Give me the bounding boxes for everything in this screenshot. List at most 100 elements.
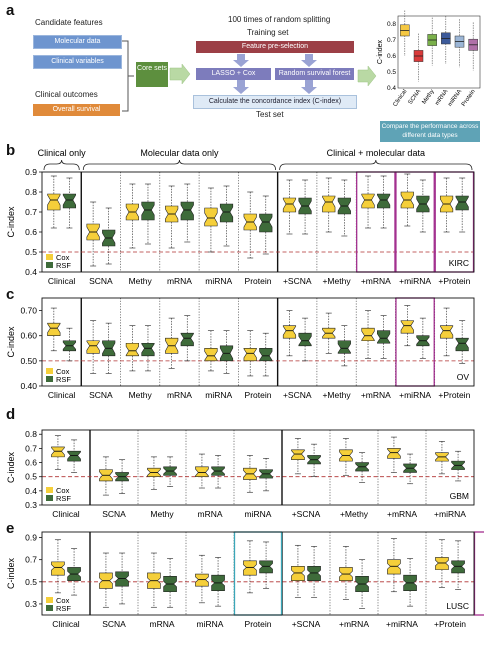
legend-label-rsf: RSF xyxy=(56,261,71,270)
category-label: Protein xyxy=(245,276,272,286)
rsf-box xyxy=(377,193,391,209)
category-label: miRNA xyxy=(245,509,272,519)
ytick-label: 0.7 xyxy=(25,443,37,453)
clinical-variables-box: Clinical variables xyxy=(33,55,122,69)
rsf-box xyxy=(455,195,469,211)
panel-e: 0.3 0.5 0.7 0.9 C-index Clinical SCNA mRNA miRNA… xyxy=(6,531,484,629)
rsf-box xyxy=(307,566,321,581)
category-label: miRNA xyxy=(205,276,232,286)
ytick-label: 0.40 xyxy=(20,381,37,391)
cohort-tag: LUSC xyxy=(446,601,469,611)
cox-box xyxy=(361,193,375,209)
compare-performance-box: Compare the performance across different… xyxy=(380,121,480,142)
ytick-label: 0.5 xyxy=(25,247,37,257)
mini-plot-frame xyxy=(397,15,481,89)
plot-frame xyxy=(41,297,475,387)
legend-label-rsf: RSF xyxy=(56,604,71,613)
legend-label-cox: Cox xyxy=(56,596,70,605)
plot-frame xyxy=(41,429,475,506)
random-survival-forest-box: Random survival forest xyxy=(275,68,354,80)
category-label: +SCNA xyxy=(292,619,321,629)
cox-box xyxy=(282,325,297,339)
group-header: Molecular data only xyxy=(140,148,219,158)
rsf-box xyxy=(141,342,155,357)
ytick-label: 0.5 xyxy=(25,577,37,587)
overall-survival-box: Overall survival xyxy=(33,104,120,116)
group-header: Clinical only xyxy=(38,148,87,158)
panel-label-a: a xyxy=(6,2,15,19)
rsf-box xyxy=(67,450,81,462)
panel-label-d: d xyxy=(6,406,16,423)
category-label: Methy xyxy=(129,276,153,286)
panel-b: 0.4 0.5 0.6 0.7 0.8 0.9 C-index Clinical SCNA Met… xyxy=(6,148,475,286)
molecular-data-box: Molecular data xyxy=(33,35,122,49)
cox-box xyxy=(291,566,305,581)
cox-box xyxy=(195,466,209,477)
category-label: mRNA xyxy=(197,509,222,519)
ylabel: C-index xyxy=(6,451,16,483)
ytick-label: 0.60 xyxy=(20,331,37,341)
category-label: Clinical xyxy=(52,509,80,519)
cox-box xyxy=(86,340,100,354)
highlight-frame xyxy=(233,531,283,616)
ylabel: C-index xyxy=(6,557,16,589)
rsf-box xyxy=(62,193,77,209)
cohort-tag: GBM xyxy=(450,491,469,501)
mini-ytick-label: 0.8 xyxy=(387,21,396,28)
cohort-tag: OV xyxy=(457,372,470,382)
rsf-box xyxy=(337,340,351,354)
highlight-frame xyxy=(434,171,475,273)
rsf-box xyxy=(141,201,155,221)
category-label: mRNA xyxy=(167,276,192,286)
cox-box xyxy=(204,347,218,362)
category-label: SCNA xyxy=(102,619,126,629)
ytick-label: 0.3 xyxy=(25,500,37,510)
rsf-box xyxy=(180,332,194,347)
panel-label-c: c xyxy=(6,286,15,303)
category-label: Methy xyxy=(150,509,174,519)
ytick-label: 0.5 xyxy=(25,472,37,482)
highlight-frame xyxy=(395,171,435,273)
lasso-cox-box: LASSO + Cox xyxy=(196,68,271,80)
plot-frame xyxy=(41,171,475,273)
category-label: +mRNA xyxy=(361,276,391,286)
category-label: +miRNA xyxy=(399,390,431,400)
cox-box xyxy=(361,327,375,342)
rsf-box xyxy=(377,330,391,344)
cox-box xyxy=(47,322,61,337)
rsf-box xyxy=(180,201,194,221)
cox-box xyxy=(125,342,139,357)
category-label: Protein xyxy=(245,619,272,629)
rsf-box xyxy=(451,560,465,574)
cox-box xyxy=(322,195,336,213)
cox-box xyxy=(51,561,65,576)
ylabel: C-index xyxy=(6,206,16,238)
panel-label-e: e xyxy=(6,520,15,537)
cox-box xyxy=(387,448,401,459)
category-label: mRNA xyxy=(167,390,192,400)
legend-swatch-cox xyxy=(46,487,53,493)
rsf-box xyxy=(259,213,273,233)
cox-box xyxy=(435,557,449,570)
mini-ytick-label: 0.6 xyxy=(387,53,396,60)
group-brace xyxy=(43,159,80,171)
rsf-box xyxy=(259,347,273,362)
legend-swatch-rsf xyxy=(46,262,53,268)
plot-frame xyxy=(41,531,475,616)
cox-box xyxy=(291,449,305,461)
category-label: +mRNA xyxy=(339,619,369,629)
feature-preselection-box: Feature pre-selection xyxy=(196,41,354,53)
legend-swatch-cox xyxy=(46,254,53,260)
group-brace xyxy=(279,159,473,171)
legend-swatch-rsf xyxy=(46,376,53,382)
category-label: +mRNA xyxy=(361,390,391,400)
mini-category-label: SCNA xyxy=(408,89,422,106)
ytick-label: 0.9 xyxy=(25,533,37,543)
random-splitting-label: 100 times of random splitting xyxy=(228,15,331,24)
category-label: Clinical xyxy=(48,276,76,286)
rsf-box xyxy=(298,332,312,347)
cox-box xyxy=(195,573,209,587)
category-label: SCNA xyxy=(89,390,113,400)
ytick-label: 0.4 xyxy=(25,486,37,496)
